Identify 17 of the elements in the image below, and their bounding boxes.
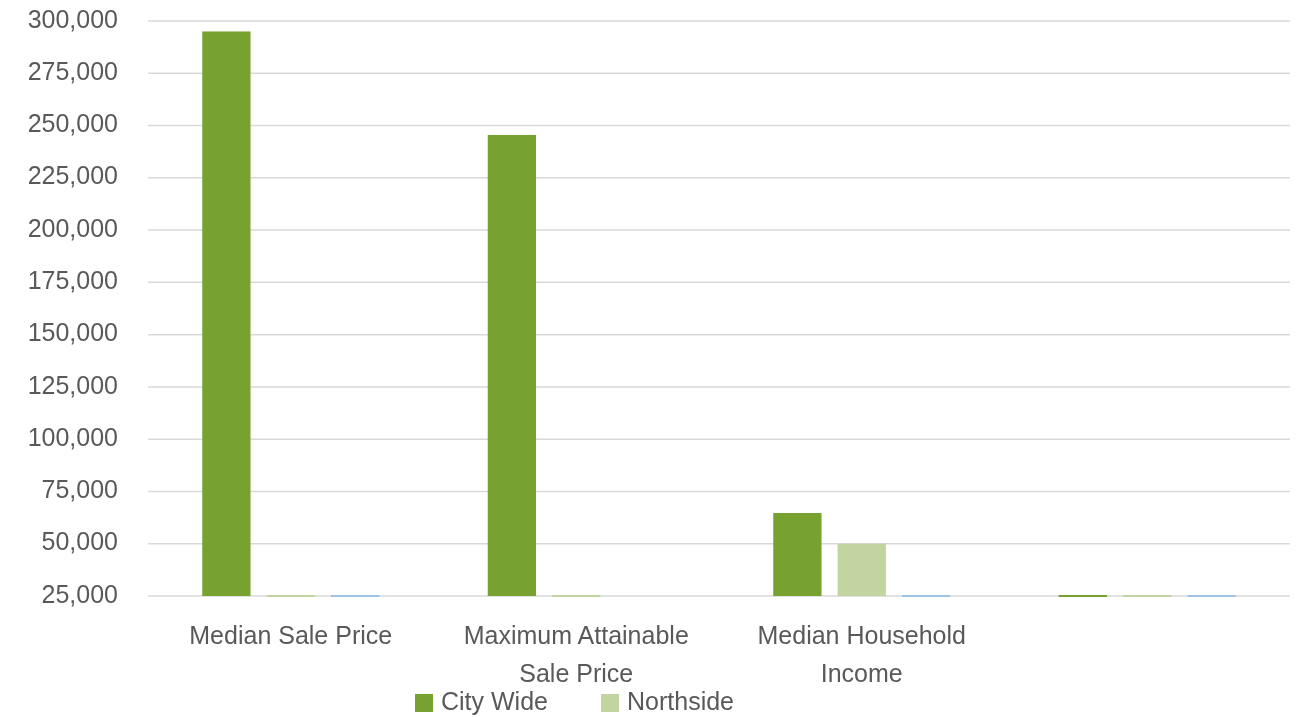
- y-tick-label: 175,000: [27, 265, 118, 294]
- y-tick-label: 75,000: [41, 475, 118, 504]
- legend-label: City Wide: [441, 686, 548, 715]
- legend-label: Northside: [627, 686, 734, 715]
- y-tick-label: 225,000: [27, 161, 118, 190]
- x-tick-label: Median Household Income: [757, 621, 966, 687]
- y-tick-label: 150,000: [27, 318, 118, 347]
- y-tick-label: 300,000: [27, 4, 118, 33]
- x-tick-label: Median Sale Price: [189, 621, 393, 649]
- y-tick-label: 100,000: [27, 422, 118, 451]
- y-tick-label: 250,000: [27, 109, 118, 138]
- x-tick-label: Maximum Attainable Sale Price: [463, 621, 689, 687]
- y-tick-label: 200,000: [27, 213, 118, 242]
- y-tick-label: 50,000: [41, 527, 118, 556]
- y-tick-label: 275,000: [27, 56, 118, 85]
- y-tick-label: 125,000: [27, 370, 118, 399]
- y-tick-label: 25,000: [41, 579, 118, 608]
